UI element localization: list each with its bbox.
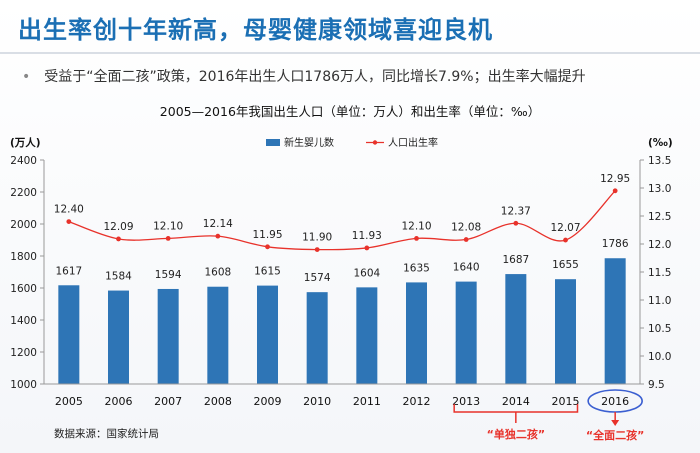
- bar: [58, 285, 80, 384]
- bar-value-label: 1640: [453, 262, 480, 274]
- line-value-label: 12.10: [401, 220, 431, 232]
- bar-value-label: 1617: [55, 265, 82, 277]
- birth-rate-line: [68, 190, 616, 251]
- line-value-label: 12.14: [203, 218, 233, 230]
- line-value-label: 12.07: [550, 222, 580, 234]
- bar: [604, 258, 626, 384]
- legend-bar-label: 新生婴儿数: [284, 136, 334, 149]
- right-tick-label: 9.5: [648, 379, 665, 391]
- line-point: [165, 236, 171, 241]
- legend-line-label: 人口出生率: [388, 136, 438, 149]
- right-tick-label: 10.0: [648, 351, 671, 363]
- line-point: [463, 237, 469, 242]
- line-value-label: 12.37: [501, 205, 531, 217]
- bar: [356, 287, 378, 384]
- bar-value-label: 1635: [403, 262, 430, 274]
- line-point: [364, 245, 370, 251]
- arrow-down-icon: [611, 420, 620, 426]
- chart-title: 2005—2016年我国出生人口（单位：万人）和出生率（单位：‰）: [159, 104, 541, 119]
- bar: [207, 286, 229, 384]
- category-label: 2013: [452, 395, 480, 408]
- line-point: [66, 219, 72, 225]
- line-point: [513, 220, 519, 226]
- left-tick-label: 1800: [10, 251, 37, 263]
- right-tick-label: 13.0: [648, 183, 671, 195]
- right-tick-label: 13.5: [648, 155, 671, 167]
- left-axis-label: (万人): [10, 136, 41, 149]
- bar: [257, 285, 278, 384]
- left-tick-label: 1600: [10, 283, 37, 295]
- title-divider: [0, 52, 700, 54]
- bar-value-label: 1687: [502, 254, 529, 266]
- line-value-label: 12.09: [103, 221, 133, 233]
- bar-value-label: 1584: [105, 271, 132, 283]
- right-tick-label: 11.5: [648, 267, 671, 279]
- bullet-dot-icon: •: [22, 69, 31, 85]
- data-source: 数据来源：国家统计局: [54, 428, 159, 440]
- legend-line-marker: [372, 140, 378, 145]
- line-point: [414, 236, 419, 241]
- line-point: [265, 244, 270, 250]
- left-tick-label: 2000: [10, 219, 37, 231]
- line-value-label: 12.95: [600, 173, 630, 185]
- bar: [455, 281, 477, 384]
- left-tick-label: 1000: [10, 379, 37, 391]
- line-point: [314, 247, 320, 253]
- bar-value-label: 1594: [155, 269, 182, 281]
- category-label: 2007: [154, 395, 182, 408]
- bar: [108, 290, 129, 384]
- bar-value-label: 1655: [552, 259, 579, 271]
- category-label: 2016: [601, 395, 629, 408]
- two-child-annotation: “全面二孩”: [586, 428, 644, 442]
- category-label: 2011: [353, 395, 381, 408]
- category-label: 2006: [105, 395, 133, 408]
- bullet-text: 受益于“全面二孩”政策，2016年出生人口1786万人，同比增长7.9%；出生率…: [44, 69, 586, 85]
- right-tick-label: 12.5: [648, 211, 671, 223]
- line-value-label: 12.10: [153, 220, 183, 232]
- category-label: 2009: [254, 395, 282, 408]
- line-value-label: 11.90: [302, 232, 332, 244]
- category-label: 2014: [502, 395, 530, 408]
- line-point: [563, 237, 568, 243]
- bullet-point: • 受益于“全面二孩”政策，2016年出生人口1786万人，同比增长7.9%；出生…: [22, 66, 586, 86]
- category-label: 2012: [403, 395, 431, 408]
- category-label: 2015: [552, 395, 580, 408]
- line-value-label: 11.93: [352, 230, 382, 242]
- legend-bar-swatch: [266, 139, 280, 146]
- line-point: [215, 233, 221, 239]
- category-label: 2010: [303, 395, 331, 408]
- bar-value-label: 1615: [254, 266, 281, 278]
- bar: [306, 292, 328, 384]
- line-point: [612, 188, 618, 194]
- bar-value-label: 1604: [353, 267, 380, 279]
- bar-value-label: 1786: [602, 238, 629, 250]
- category-label: 2008: [204, 395, 232, 408]
- left-tick-label: 2400: [10, 155, 37, 167]
- single-child-annotation: “单独二孩”: [487, 427, 545, 441]
- left-tick-label: 1400: [10, 315, 37, 327]
- bar-value-label: 1574: [304, 272, 331, 284]
- line-point: [116, 236, 121, 242]
- bar: [555, 279, 576, 384]
- category-label: 2005: [55, 395, 83, 408]
- left-tick-label: 1200: [10, 347, 37, 359]
- bar: [505, 274, 527, 384]
- line-value-label: 11.95: [252, 229, 282, 241]
- right-axis-label: (‰): [648, 137, 673, 149]
- bar-value-label: 1608: [204, 267, 231, 279]
- bar: [157, 288, 179, 384]
- right-tick-label: 12.0: [648, 239, 671, 251]
- bar: [406, 282, 427, 384]
- slide-title: 出生率创十年新高，母婴健康领域喜迎良机: [18, 16, 493, 44]
- left-tick-label: 2200: [10, 187, 37, 199]
- right-tick-label: 10.5: [648, 323, 671, 335]
- line-value-label: 12.40: [54, 204, 84, 216]
- right-tick-label: 11.0: [648, 295, 671, 307]
- line-value-label: 12.08: [451, 222, 481, 234]
